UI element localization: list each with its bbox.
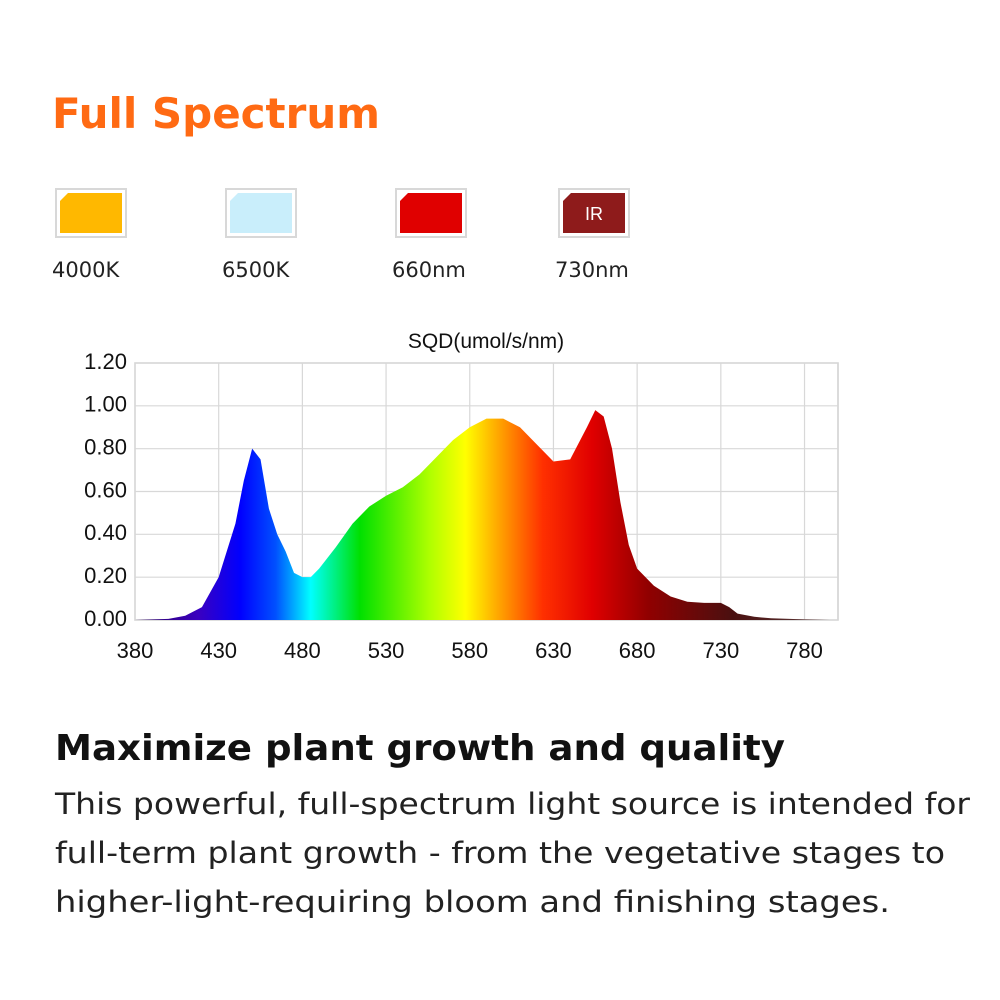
x-tick-label: 380: [117, 638, 154, 663]
x-tick-label: 430: [200, 638, 237, 663]
y-tick-label: 1.20: [84, 349, 127, 374]
y-tick-label: 0.00: [84, 606, 127, 631]
legend-frame: [225, 188, 297, 238]
x-tick-label: 680: [619, 638, 656, 663]
body-line: full-term plant growth - from the vegeta…: [55, 836, 945, 870]
chart-title: SQD(umol/s/nm): [408, 330, 564, 353]
x-tick-label: 480: [284, 638, 321, 663]
legend-label: 730nm: [555, 258, 629, 282]
y-tick-label: 0.60: [84, 477, 127, 502]
y-tick-label: 0.40: [84, 520, 127, 545]
legend-frame: [55, 188, 127, 238]
body-line: This powerful, full-spectrum light sourc…: [54, 787, 970, 821]
legend-swatch: [230, 193, 292, 233]
y-tick-label: 0.80: [84, 434, 127, 459]
swatch-text: IR: [585, 204, 603, 224]
page-title: Full Spectrum: [52, 89, 380, 138]
legend-label: 660nm: [392, 258, 466, 282]
legend-frame: [395, 188, 467, 238]
chart: SQD(umol/s/nm) 0.00 0.20 0.40 0.60 0.80 1.00 1…: [84, 330, 839, 663]
body-line: higher-light-requiring bloom and finishi…: [55, 885, 890, 919]
legend-frame: [558, 188, 630, 238]
x-tick-label: 780: [786, 638, 823, 663]
x-tick-label: 580: [451, 638, 488, 663]
y-tick-label: 0.20: [84, 563, 127, 588]
area-fill: [135, 410, 830, 620]
legend-label: 4000K: [52, 258, 120, 282]
legend-swatch: [60, 193, 122, 233]
legend-label: 6500K: [222, 258, 290, 282]
x-tick-label: 630: [535, 638, 572, 663]
legend: 4000K 6500K 660nm IR 730nm: [52, 188, 630, 282]
y-tick-label: 1.00: [84, 392, 127, 417]
x-tick-label: 530: [368, 638, 405, 663]
legend-swatch: [563, 193, 625, 233]
section-heading: Maximize plant growth and quality: [55, 728, 785, 769]
legend-swatch: [400, 193, 462, 233]
body-text: This powerful, full-spectrum light sourc…: [54, 787, 970, 919]
x-tick-label: 730: [702, 638, 739, 663]
